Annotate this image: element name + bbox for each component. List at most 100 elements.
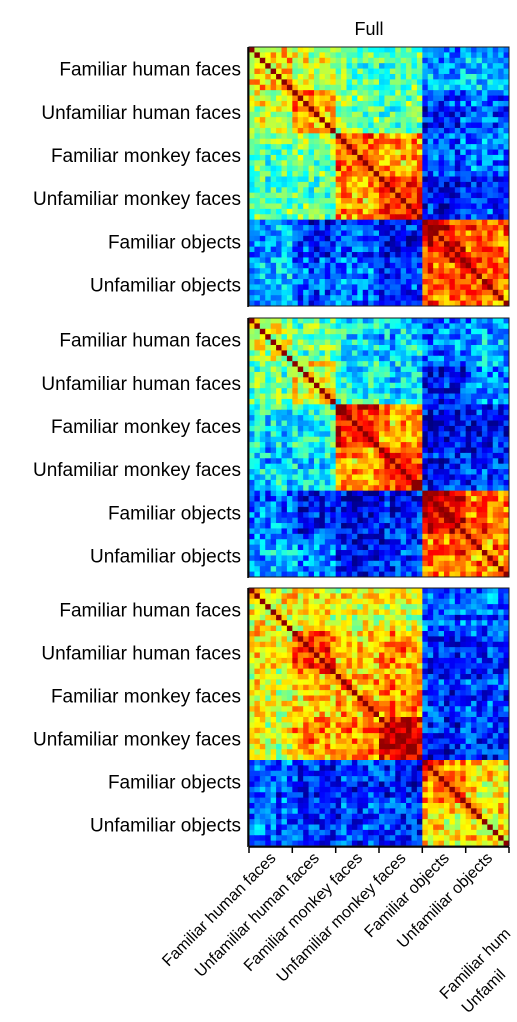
heatmap-cell [498, 57, 505, 64]
heatmap-cell [395, 506, 402, 513]
heatmap-cell [357, 111, 364, 118]
heatmap-cell [265, 187, 272, 194]
heatmap-cell [314, 219, 320, 226]
heatmap-cell [395, 544, 402, 551]
heatmap-cell [276, 490, 282, 497]
heatmap-cell [286, 165, 293, 172]
heatmap-cell [319, 625, 326, 632]
heatmap-cell [362, 442, 369, 448]
heatmap-cell [303, 614, 310, 621]
heatmap-cell [368, 614, 375, 621]
heatmap-cell [427, 420, 434, 427]
heatmap-cell [384, 323, 391, 330]
heatmap-cell [481, 300, 488, 307]
heatmap-cell [335, 273, 342, 280]
heatmap-cell [481, 117, 488, 124]
heatmap-cell [498, 420, 505, 427]
heatmap-cell [286, 517, 293, 524]
heatmap-cell [314, 122, 320, 129]
heatmap-cell [368, 73, 375, 80]
heatmap-cell [422, 463, 429, 470]
heatmap-cell [465, 165, 472, 172]
heatmap-cell [395, 393, 402, 400]
heatmap-cell [454, 127, 461, 134]
heatmap-cell [444, 447, 450, 454]
heatmap-cell [460, 133, 467, 140]
heatmap-cell [330, 73, 337, 80]
heatmap-cell [335, 377, 342, 384]
heatmap-cell [286, 458, 293, 465]
heatmap-cell [492, 241, 499, 248]
heatmap-cell [319, 371, 326, 378]
heatmap-cell [444, 512, 450, 519]
heatmap-cell [346, 176, 353, 183]
heatmap-cell [319, 533, 326, 540]
heatmap-cell [341, 257, 347, 264]
heatmap-cell [416, 262, 423, 269]
heatmap-cell [281, 377, 288, 384]
heatmap-cell [362, 344, 369, 351]
heatmap-cell [422, 560, 429, 567]
heatmap-cell [373, 149, 380, 156]
heatmap-cell [249, 84, 255, 91]
heatmap-cell [303, 219, 310, 226]
heatmap-cell [406, 219, 412, 226]
heatmap-cell [481, 447, 488, 454]
heatmap-cell [454, 284, 461, 291]
heatmap-cell [438, 479, 445, 486]
heatmap-cell [292, 160, 299, 167]
heatmap-cell [422, 268, 429, 275]
heatmap-cell [454, 289, 461, 296]
heatmap-cell [292, 187, 299, 194]
heatmap-cell [416, 176, 423, 183]
heatmap-cell [449, 625, 456, 632]
heatmap-cell [265, 295, 272, 302]
heatmap-cell [254, 318, 261, 324]
heatmap-cell [308, 609, 315, 616]
heatmap-cell [265, 192, 272, 199]
heatmap-cell [324, 523, 331, 529]
heatmap-cell [276, 133, 282, 140]
heatmap-cell [351, 198, 358, 204]
heatmap-cell [454, 609, 461, 616]
heatmap-cell [314, 420, 320, 427]
heatmap-cell [319, 344, 326, 351]
heatmap-cell [498, 154, 505, 161]
heatmap-cell [297, 198, 304, 204]
heatmap-cell [471, 566, 477, 573]
heatmap-cell [259, 339, 266, 346]
heatmap-cell [384, 219, 391, 226]
heatmap-cell [498, 425, 505, 432]
heatmap-cell [276, 214, 282, 221]
heatmap-cell [406, 393, 412, 400]
heatmap-cell [416, 501, 423, 508]
heatmap-cell [400, 138, 407, 145]
heatmap-cell [460, 318, 467, 324]
heatmap-cell [476, 300, 483, 307]
heatmap-cell [297, 388, 304, 395]
heatmap-cell [324, 106, 331, 113]
heatmap-cell [384, 106, 391, 113]
heatmap-cell [357, 144, 364, 151]
heatmap-cell [362, 388, 369, 395]
heatmap-cell [411, 160, 418, 167]
heatmap-cell [276, 598, 282, 605]
heatmap-cell [487, 442, 494, 448]
heatmap-cell [335, 463, 342, 470]
heatmap-cell [308, 442, 315, 448]
heatmap-cell [406, 479, 412, 486]
heatmap-cell [422, 295, 429, 302]
heatmap-cell [351, 544, 358, 551]
heatmap-cell [471, 344, 477, 351]
heatmap-cell [411, 208, 418, 215]
heatmap-cell [346, 144, 353, 151]
heatmap-cell [406, 544, 412, 551]
heatmap-cell [373, 268, 380, 275]
heatmap-cell [341, 47, 347, 53]
heatmap-cell [351, 328, 358, 335]
heatmap-cell [362, 122, 369, 129]
heatmap-cell [249, 160, 255, 167]
heatmap-cell [308, 420, 315, 427]
heatmap-cell [487, 452, 494, 459]
heatmap-cell [346, 512, 353, 519]
